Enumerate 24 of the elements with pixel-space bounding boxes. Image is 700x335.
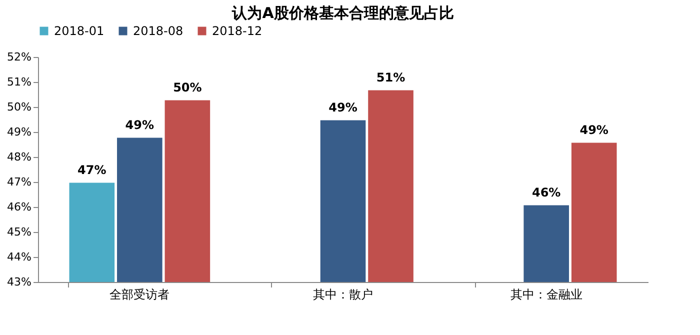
x-tick-label: 其中：金融业 [510, 288, 582, 302]
y-tick-label: 51% [7, 76, 32, 88]
data-label: 49% [580, 123, 608, 137]
legend-label: 2018-08 [133, 24, 184, 38]
y-tick-label: 45% [7, 226, 32, 238]
data-label: 50% [173, 80, 202, 94]
legend-label: 2018-12 [212, 24, 262, 38]
data-label: 51% [376, 70, 406, 84]
x-tick-label: 其中：散户 [313, 288, 373, 302]
data-label: 46% [532, 186, 561, 200]
y-tick-label: 47% [7, 176, 32, 188]
x-tick-label: 全部受访者 [110, 288, 170, 302]
data-label: 49% [125, 118, 154, 132]
data-label: 49% [328, 100, 358, 114]
y-tick-label: 48% [7, 150, 32, 164]
legend-label: 2018-01 [54, 24, 104, 38]
y-tick-label: 52% [7, 50, 32, 64]
y-tick-label: 44% [7, 250, 32, 264]
y-tick-label: 50% [7, 100, 32, 114]
data-label: 47% [78, 163, 106, 177]
chart-title: 认为A股价格基本合理的意见占比 [231, 4, 454, 22]
y-tick-label: 46% [7, 200, 32, 214]
y-tick-label: 49% [7, 126, 32, 138]
y-tick-label: 43% [7, 276, 32, 288]
